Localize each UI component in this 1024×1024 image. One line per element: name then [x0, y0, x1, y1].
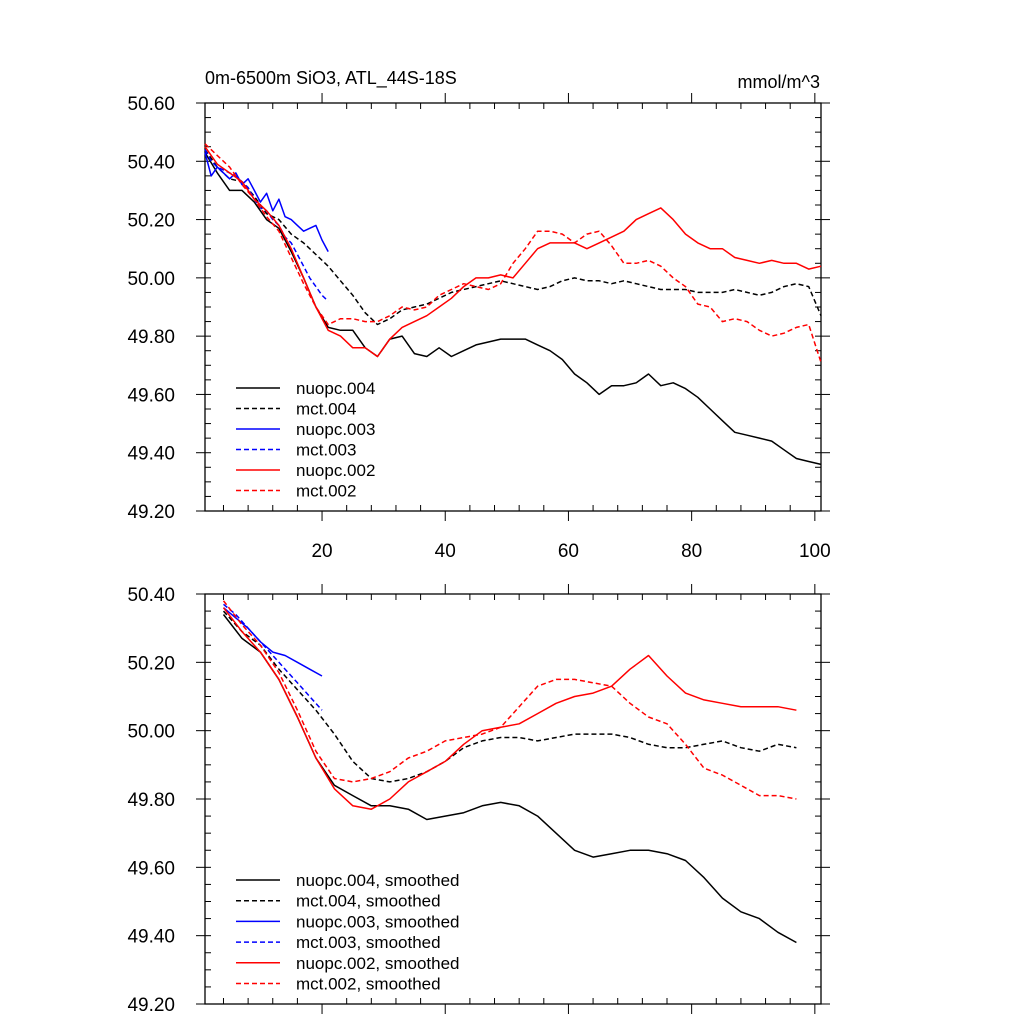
- legend-label: nuopc.004, smoothed: [296, 871, 460, 890]
- y-tick-label: 50.00: [127, 722, 175, 743]
- legend-label: mct.003: [296, 441, 356, 460]
- y-tick-label: 50.40: [127, 585, 175, 606]
- bottom-series-group: [222, 600, 797, 944]
- legend-label: mct.004: [296, 400, 356, 419]
- top-panel-units: mmol/m^3: [738, 72, 820, 92]
- top-panel: 0m-6500m SiO3, ATL_44S-18S mmol/m^3 49.2…: [127, 68, 830, 562]
- top-axis-ticks: [196, 93, 830, 521]
- legend-label: nuopc.003: [296, 420, 375, 439]
- y-tick-label: 49.80: [127, 327, 175, 348]
- y-tick-label: 50.20: [127, 653, 175, 674]
- y-tick-label: 49.40: [127, 927, 175, 948]
- series-line-mct-002: [204, 143, 822, 363]
- y-tick-label: 49.60: [127, 385, 175, 406]
- y-tick-label: 49.80: [127, 790, 175, 811]
- x-tick-label: 40: [435, 541, 456, 562]
- y-tick-label: 50.60: [127, 94, 175, 115]
- legend-label: nuopc.002: [296, 461, 375, 480]
- series-line-nuopc-003: [204, 152, 329, 252]
- y-tick-label: 50.40: [127, 152, 175, 173]
- x-tick-label: 60: [558, 541, 579, 562]
- series-line-nuopc-002: [204, 146, 822, 358]
- y-tick-label: 49.40: [127, 444, 175, 465]
- bottom-panel: 49.20 49.40 49.60 49.80 50.00 50.20 50.40 nuop…: [127, 584, 830, 1016]
- legend-label: nuopc.002, smoothed: [296, 954, 460, 973]
- top-panel-title: 0m-6500m SiO3, ATL_44S-18S: [205, 68, 457, 89]
- y-tick-label: 49.20: [127, 995, 175, 1016]
- x-tick-label: 100: [799, 541, 831, 562]
- legend-label: nuopc.003, smoothed: [296, 912, 460, 931]
- y-tick-label: 50.00: [127, 269, 175, 290]
- y-tick-label: 49.20: [127, 502, 175, 523]
- bottom-y-axis: 49.20 49.40 49.60 49.80 50.00 50.20 50.40: [127, 585, 175, 1016]
- top-x-axis: 20 40 60 80 100: [311, 541, 830, 562]
- bottom-axis-ticks: [196, 584, 830, 1014]
- legend-label: mct.004, smoothed: [296, 892, 441, 911]
- series-line-mct-004-smoothed: [222, 610, 797, 783]
- legend-label: nuopc.004: [296, 379, 375, 398]
- top-y-axis: 49.20 49.40 49.60 49.80 50.00 50.20 50.40 50.60: [127, 94, 175, 523]
- legend-label: mct.002, smoothed: [296, 975, 441, 994]
- legend-label: mct.003, smoothed: [296, 933, 441, 952]
- x-tick-label: 20: [311, 541, 332, 562]
- series-line-mct-003-smoothed: [223, 603, 323, 711]
- top-series-group: [204, 143, 822, 466]
- x-tick-label: 80: [681, 541, 702, 562]
- legend-label: mct.002: [296, 482, 356, 501]
- y-tick-label: 50.20: [127, 211, 175, 232]
- series-line-mct-002-smoothed: [222, 600, 797, 800]
- series-line-nuopc-002-smoothed: [222, 607, 797, 810]
- series-line-mct-004: [204, 149, 822, 326]
- y-tick-label: 49.60: [127, 858, 175, 879]
